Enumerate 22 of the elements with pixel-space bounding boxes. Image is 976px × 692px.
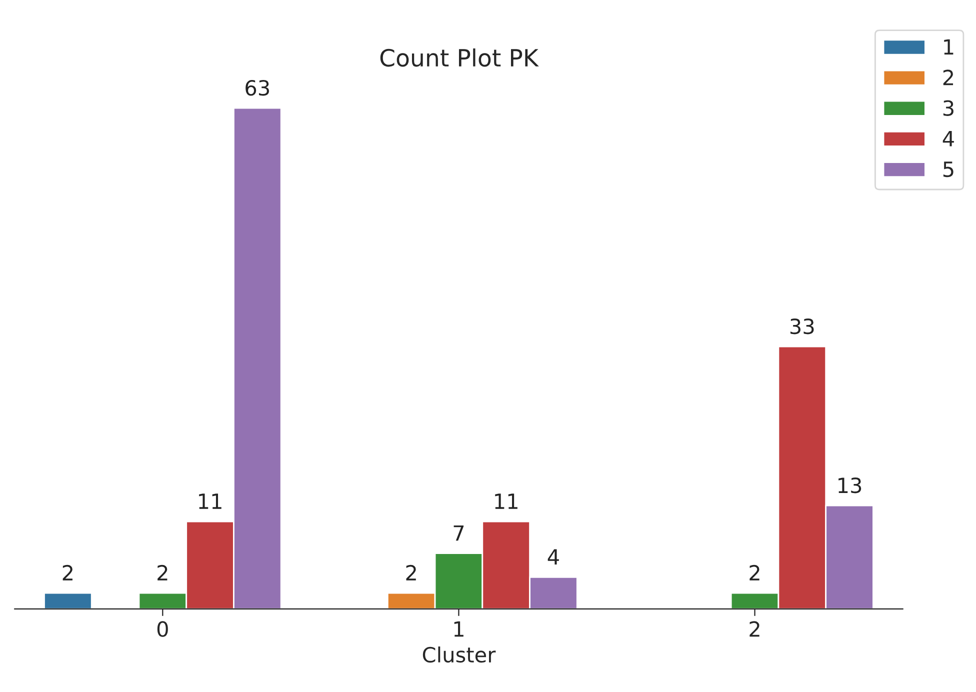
data-label: 4 <box>548 549 559 564</box>
data-label: 63 <box>246 80 269 96</box>
bar <box>44 592 92 609</box>
legend-label: 3 <box>943 100 954 116</box>
data-label: 33 <box>790 318 814 334</box>
data-label: 2 <box>158 564 168 580</box>
x-tick-label: 1 <box>454 621 464 637</box>
chart-title: Count Plot PK <box>380 48 539 67</box>
legend-label: 4 <box>942 131 954 146</box>
legend-label: 1 <box>944 39 954 55</box>
legend-label: 5 <box>943 162 954 178</box>
data-label: 2 <box>62 564 72 580</box>
data-label: 11 <box>495 494 518 509</box>
legend-label: 2 <box>943 70 954 86</box>
x-axis-title: Cluster <box>422 646 496 663</box>
data-label: 7 <box>454 525 464 541</box>
data-label: 11 <box>199 494 222 509</box>
data-label: 2 <box>406 564 416 580</box>
x-tick-label: 0 <box>157 621 168 637</box>
data-label: 2 <box>750 564 760 580</box>
x-tick-label: 2 <box>750 621 760 637</box>
data-label: 13 <box>838 477 862 494</box>
